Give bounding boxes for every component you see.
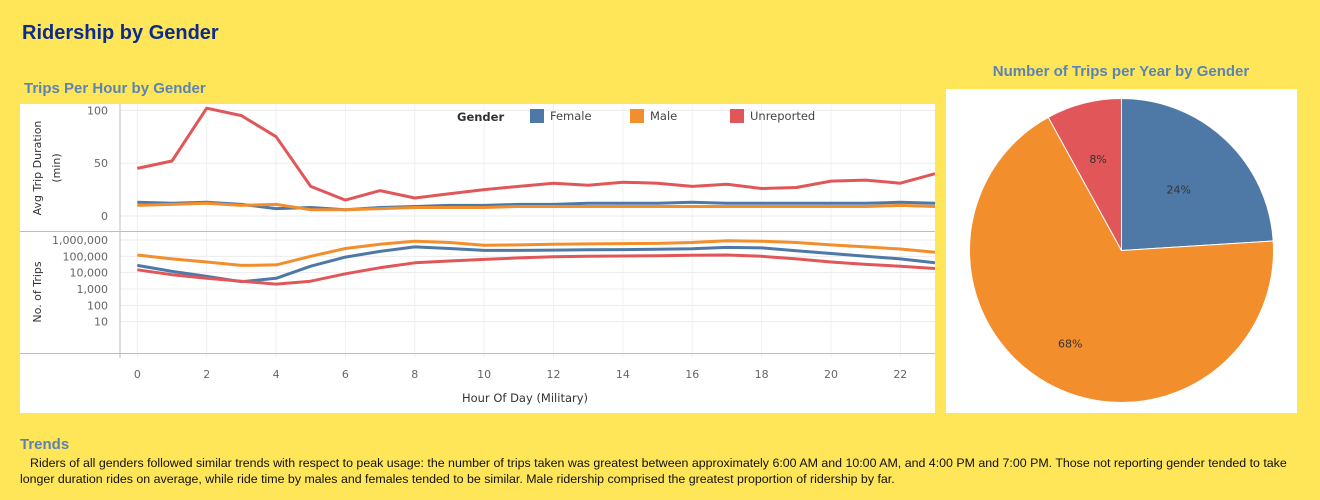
x-tick-label: 22 [893,368,907,381]
x-tick-label: 20 [824,368,838,381]
y-tick-label: 10 [94,316,108,329]
y-axis-title-unit: (min) [50,153,63,182]
y-tick-label: 0 [101,210,108,223]
pie-slice-unreported [1047,97,1122,251]
legend-swatch-male [630,109,644,123]
legend-label-male: Male [650,109,677,123]
x-tick-label: 8 [411,368,418,381]
series-line-trips-male [137,239,936,267]
line-chart: 050100101001,00010,000100,0001,000,000Av… [20,104,936,405]
line-chart-title: Trips Per Hour by Gender [24,80,206,97]
legend-label-unreported: Unreported [750,109,815,123]
pie-chart-title: Number of Trips per Year by Gender [992,63,1250,80]
x-tick-label: 6 [342,368,349,381]
y-tick-label: 100 [87,299,108,312]
x-tick-label: 10 [477,368,491,381]
x-tick-label: 16 [685,368,699,381]
y-tick-label: 50 [94,157,108,170]
x-tick-label: 2 [203,368,210,381]
pie-label-unreported: 8% [1089,153,1106,166]
legend-label-female: Female [550,109,592,123]
series-line-trips-unreported [137,253,936,286]
y-tick-label: 100,000 [63,250,109,263]
legend-title: Gender [457,110,504,124]
trends-heading: Trends [20,436,70,453]
legend-swatch-female [530,109,544,123]
series-line-duration-male [137,201,936,212]
pie-label-female: 24% [1166,184,1190,197]
x-tick-label: 12 [547,368,561,381]
series-line-duration-female [137,200,936,212]
x-axis-title: Hour Of Day (Military) [462,391,588,405]
series-line-trips-female [137,245,936,284]
legend-swatch-unreported [730,109,744,123]
x-tick-label: 0 [134,368,141,381]
y-axis-title: No. of Trips [31,261,44,323]
trends-text: Riders of all genders followed similar t… [20,456,1287,486]
x-tick-label: 14 [616,368,630,381]
line-chart-panel: 0 50 100 10 100 1,000 10,000 100,000 1,000,000 Av… [20,104,936,413]
y-tick-label: 1,000 [77,283,109,296]
y-tick-label: 1,000,000 [52,234,108,247]
pie-slice-female [1121,97,1274,252]
page-title: Ridership by Gender [22,22,219,44]
pie-chart-panel: 24% 68% 8% [946,89,1297,413]
y-tick-label: 100 [87,104,108,117]
pie-chart: 24% 68% 8% [968,97,1274,403]
x-tick-label: 4 [273,368,280,381]
pie-slice-male [968,116,1274,403]
pie-label-male: 68% [1058,338,1082,351]
series-line-duration-unreported [136,106,936,202]
y-tick-label: 10,000 [70,267,109,280]
x-tick-label: 18 [755,368,769,381]
y-axis-title: Avg Trip Duration [31,121,44,216]
